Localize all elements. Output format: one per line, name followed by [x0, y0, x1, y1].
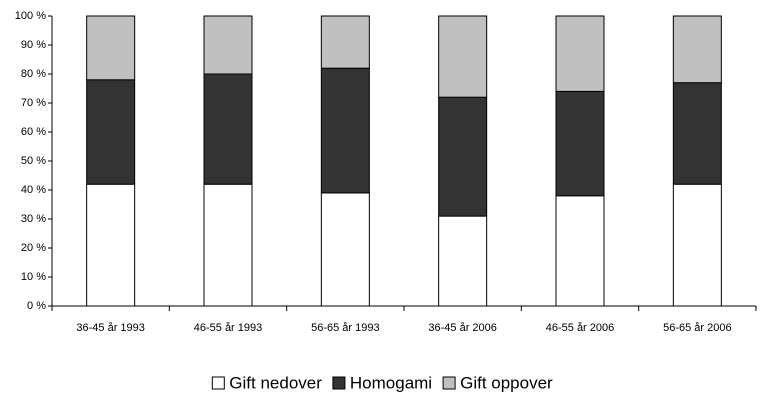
bar-segment [203, 183, 253, 307]
y-tick-label: 90 % [21, 39, 46, 51]
y-tick-label: 100 % [15, 10, 46, 22]
bar-segment [438, 215, 488, 307]
legend-swatch [332, 376, 346, 390]
legend-swatch [211, 376, 225, 390]
bar-segment [320, 15, 370, 69]
y-tick-label: 0 % [27, 300, 46, 312]
legend-swatch [442, 376, 456, 390]
x-tick-label: 36-45 år 1993 [76, 322, 145, 334]
x-tick-label: 46-55 år 2006 [546, 322, 615, 334]
y-tick-label: 70 % [21, 97, 46, 109]
y-tick-label: 10 % [21, 271, 46, 283]
bar-segment [86, 183, 136, 307]
y-tick-label: 40 % [21, 184, 46, 196]
x-tick-label: 56-65 år 2006 [663, 322, 732, 334]
y-tick-label: 50 % [21, 155, 46, 167]
bar-segment [203, 73, 253, 185]
bar-segment [555, 90, 605, 197]
y-tick-label: 30 % [21, 213, 46, 225]
bar-segment [672, 183, 722, 307]
bar-segment [86, 15, 136, 81]
y-tick-label: 20 % [21, 242, 46, 254]
y-tick-label: 60 % [21, 126, 46, 138]
y-tick-label: 80 % [21, 68, 46, 80]
x-tick-label: 36-45 år 2006 [428, 322, 497, 334]
legend-label: Gift nedover [229, 373, 322, 392]
bar-segment [438, 15, 488, 98]
bar-segment [320, 192, 370, 307]
legend-label: Gift oppover [460, 373, 553, 392]
legend-label: Homogami [350, 373, 432, 392]
bar-segment [438, 96, 488, 217]
x-tick-label: 46-55 år 1993 [194, 322, 263, 334]
bar-segment [555, 15, 605, 92]
x-tick-label: 56-65 år 1993 [311, 322, 380, 334]
bar-segment [672, 15, 722, 84]
bar-segment [86, 79, 136, 185]
legend: Gift nedover Homogami Gift oppover [211, 373, 553, 392]
bar-segment [203, 15, 253, 75]
bar-segment [320, 67, 370, 194]
bar-segment [672, 82, 722, 185]
bar-segment [555, 195, 605, 307]
